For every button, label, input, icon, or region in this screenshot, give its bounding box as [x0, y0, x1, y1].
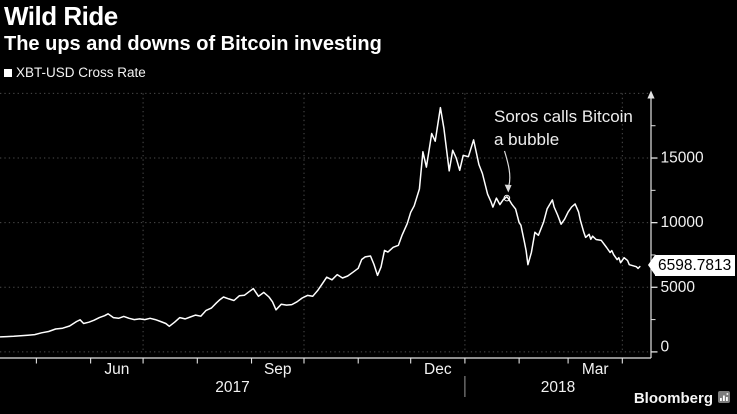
annotation-point-marker	[503, 194, 511, 202]
legend-label: XBT-USD Cross Rate	[16, 65, 146, 80]
brand-name: Bloomberg	[633, 390, 713, 407]
x-month-label: Dec	[424, 361, 452, 378]
annotation-line1: Soros calls Bitcoin	[494, 107, 633, 126]
legend-square-icon	[4, 68, 12, 77]
y-tick-label: 15000	[661, 150, 704, 167]
x-year-label: 2017	[215, 379, 249, 396]
chart-subtitle: The ups and downs of Bitcoin investing	[4, 33, 382, 55]
price-line	[0, 106, 641, 338]
annotation-arrow	[503, 150, 511, 187]
annotation-soros: Soros calls Bitcoin a bubble	[494, 105, 633, 151]
y-tick-label: 5000	[661, 279, 696, 296]
last-price-callout: 6598.7813	[647, 255, 736, 277]
y-axis-arrow-icon	[647, 90, 655, 99]
legend: XBT-USD Cross Rate	[4, 65, 146, 80]
brand-footer: Bloomberg	[634, 390, 730, 407]
bar-chart-icon	[718, 390, 730, 407]
x-year-label: 2018	[541, 379, 575, 396]
annotation-arrow-head-icon	[504, 184, 512, 193]
page-title: Wild Ride	[4, 1, 118, 31]
y-tick-label: 10000	[661, 214, 704, 231]
x-month-label: Jun	[104, 361, 129, 378]
y-tick-label: 0	[661, 338, 670, 355]
x-month-label: Sep	[264, 361, 292, 378]
annotation-line2: a bubble	[494, 130, 560, 149]
chart-header: Wild Ride The ups and downs of Bitcoin i…	[4, 1, 382, 56]
x-month-label: Mar	[582, 361, 609, 378]
last-price-value: 6598.7813	[658, 257, 732, 275]
